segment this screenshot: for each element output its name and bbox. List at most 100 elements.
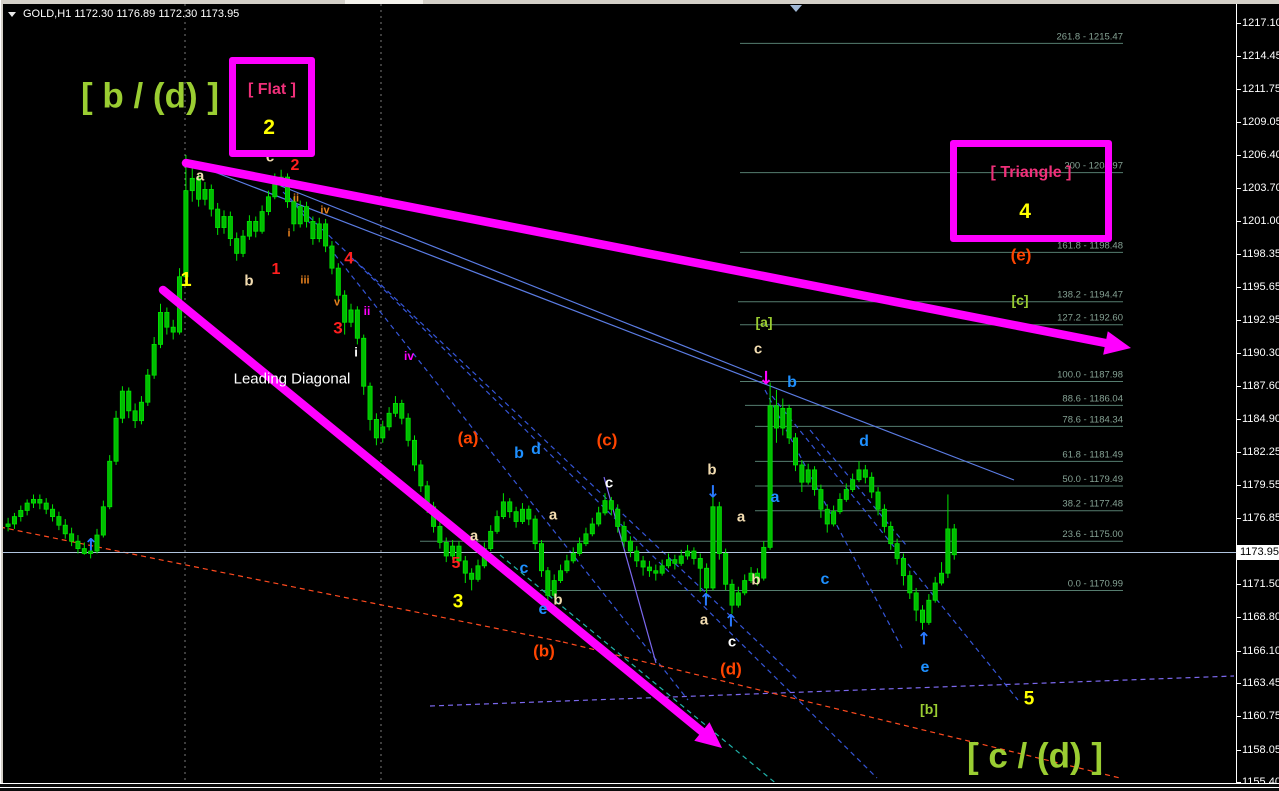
candle-body (399, 403, 405, 419)
candle-body (710, 506, 716, 589)
candle-body (799, 464, 805, 483)
candle-body (888, 526, 894, 545)
fib-level-label: 38.2 - 1177.48 (1062, 499, 1123, 510)
candle-body (418, 464, 424, 487)
axis-tick (1236, 683, 1241, 685)
candle-body (297, 206, 303, 225)
candle-body (443, 542, 449, 557)
candle-body (348, 309, 354, 323)
candle-body (627, 540, 633, 552)
axis-price-label: 1184.90 (1242, 413, 1279, 426)
divider (0, 787, 1279, 788)
candle-body (602, 500, 608, 514)
candle-body (157, 312, 163, 345)
candle-body (634, 550, 640, 562)
axis-price-label: 1171.50 (1242, 578, 1279, 591)
candle-body (672, 559, 678, 564)
candle-body (94, 534, 100, 552)
axis-tick (1236, 23, 1241, 25)
trendline (809, 429, 907, 546)
candle-body (151, 343, 157, 376)
candle-body (659, 565, 665, 574)
candle-body (545, 570, 551, 596)
trend-arrow-head (1103, 331, 1131, 355)
candle-body (37, 498, 43, 504)
candle-body (831, 511, 837, 525)
fib-level-label: 200 - 1204.97 (1064, 161, 1123, 172)
candle-body (608, 500, 614, 510)
candle-body (107, 460, 113, 508)
pattern-box-label: [ Triangle ] (990, 164, 1072, 182)
candle-body (500, 501, 506, 517)
candle-body (939, 572, 945, 584)
fib-level-label: 138.2 - 1194.47 (1057, 290, 1123, 301)
axis-price-label: 1209.05 (1242, 116, 1279, 129)
candle-body (716, 506, 722, 554)
candle-body (824, 508, 830, 525)
fib-level-label: 127.2 - 1192.60 (1057, 313, 1123, 324)
candle-body (507, 501, 513, 513)
symbol-dropdown-icon[interactable] (8, 11, 16, 17)
candle-body (589, 523, 595, 535)
pattern-box: [ Triangle ] 4 (950, 140, 1112, 242)
candle-body (342, 294, 348, 323)
axis-tick (1236, 386, 1241, 388)
axis-tick (1236, 320, 1241, 322)
candle-body (805, 469, 811, 483)
axis-tick (1236, 353, 1241, 354)
candle-body (462, 560, 468, 574)
candle-body (583, 533, 589, 545)
candle-body (221, 216, 227, 228)
axis-price-label: 1160.75 (1242, 710, 1279, 723)
axis-tick (1236, 419, 1241, 421)
fib-level-label: 78.6 - 1184.34 (1062, 414, 1123, 425)
axis-price-label: 1182.25 (1242, 446, 1279, 459)
candle-body (532, 518, 538, 545)
fib-level-label: 161.8 - 1198.48 (1057, 240, 1123, 251)
candle-body (450, 545, 456, 557)
axis-price-label: 1195.65 (1242, 281, 1279, 294)
candle-body (780, 407, 786, 429)
candle-body (539, 543, 545, 572)
scroll-position-icon[interactable] (790, 5, 802, 12)
candle-body (259, 211, 265, 232)
candle-body (900, 558, 906, 577)
candle-body (881, 508, 887, 527)
fib-level-label: 23.6 - 1175.00 (1062, 529, 1123, 540)
candle-body (316, 223, 322, 240)
candle-body (818, 489, 824, 510)
candle-body (189, 177, 195, 192)
axis-tick (1236, 154, 1241, 156)
candle-body (380, 426, 386, 439)
candle-body (50, 508, 56, 518)
window-top-border (0, 0, 1279, 4)
candle-body (284, 176, 290, 203)
axis-price-label: 1168.80 (1242, 611, 1279, 624)
axis-tick (1236, 650, 1241, 652)
candle-body (11, 516, 17, 525)
fib-level-label: 88.6 - 1186.04 (1062, 393, 1123, 404)
candle-body (18, 510, 24, 518)
candle-body (932, 582, 938, 601)
axis-tick (1236, 584, 1241, 586)
candle-body (354, 309, 360, 339)
axis-price-label: 1198.35 (1242, 247, 1279, 260)
candle-body (234, 238, 240, 254)
candle-body (767, 405, 773, 548)
candle-body (850, 479, 856, 490)
axis-tick (1236, 122, 1241, 124)
axis-tick (1236, 749, 1241, 751)
candle-body (913, 592, 919, 611)
chart-title-text: GOLD,H1 1172.30 1176.89 1172.30 1173.95 (23, 8, 240, 20)
candle-body (43, 502, 49, 510)
candle-body (329, 245, 335, 269)
candle-body (291, 201, 297, 225)
candle-body (754, 572, 760, 579)
candle-body (215, 208, 221, 228)
axis-price-label: 1187.60 (1242, 380, 1279, 393)
axis-tick (1236, 485, 1241, 487)
candle-body (62, 524, 68, 535)
candle-body (56, 516, 62, 526)
